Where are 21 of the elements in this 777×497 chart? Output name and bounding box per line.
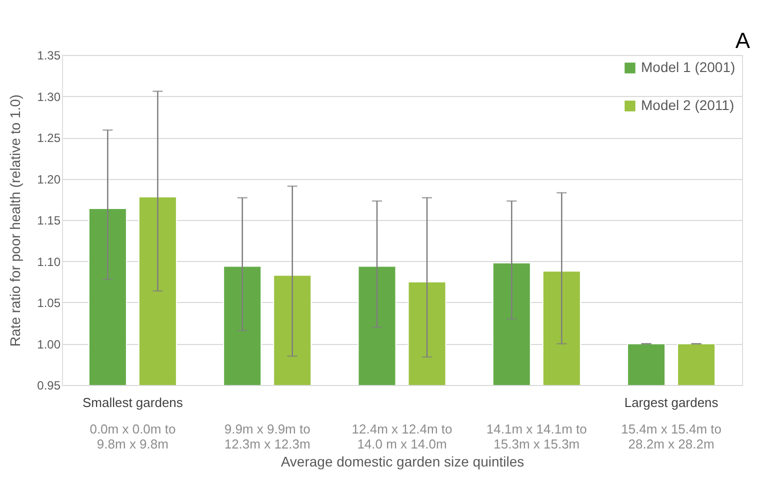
y-tick-label: 1.25 [37, 131, 61, 145]
x-tick-label: 15.4m x 15.4m to 28.2m x 28.2m [621, 422, 722, 452]
x-axis-title: Average domestic garden size quintiles [280, 454, 524, 470]
y-tick-label: 1.15 [37, 214, 61, 228]
legend-label: Model 1 (2001) [641, 59, 736, 75]
y-tick-label: 1.00 [37, 337, 61, 352]
y-tick-label: 1.05 [37, 296, 61, 310]
y-axis-title: Rate ratio for poor health (relative to 1.0) [7, 94, 24, 347]
x-tick-label: 0.0m x 0.0m to 9.8m x 9.8m [90, 422, 176, 452]
y-tick-label: 1.35 [37, 48, 61, 62]
x-tick-label: 12.4m x 12.4m to 14.0 m x 14.0m [352, 422, 452, 452]
y-tick-label: 1.10 [37, 254, 61, 269]
y-tick-label: 1.30 [37, 90, 61, 104]
legend-label: Model 2 (2011) [641, 97, 734, 113]
text: A [735, 28, 750, 53]
text: Largest gardens [624, 395, 719, 410]
y-tick-label: 1.20 [37, 172, 61, 186]
text: Smallest gardens [82, 395, 184, 410]
x-tick-label: 9.9m x 9.9m to 12.3m x 12.3m [224, 422, 310, 452]
x-tick-label: 14.1m x 14.1m to 15.3m x 15.3m [486, 422, 587, 452]
y-tick-label: 0.95 [37, 378, 61, 392]
